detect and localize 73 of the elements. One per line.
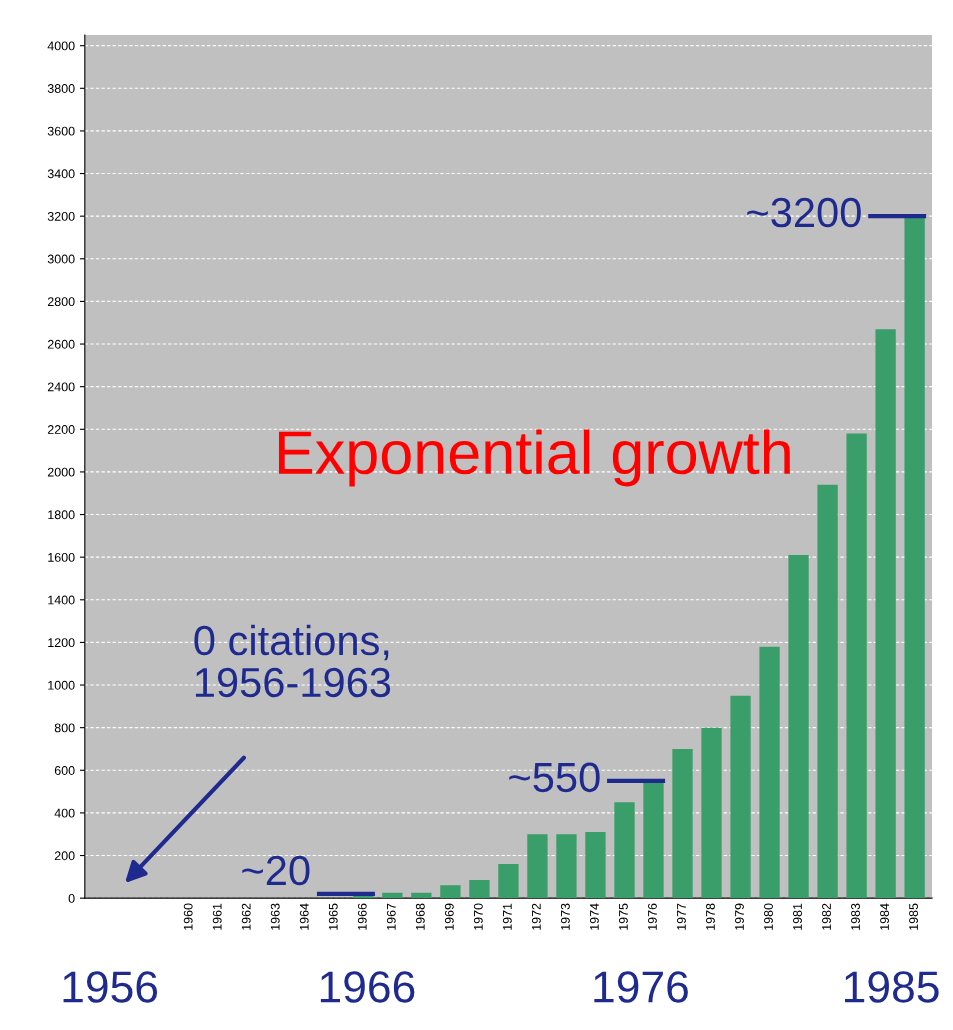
text: 1976 [594, 971, 688, 1003]
y-tick-label: 3200 [47, 211, 75, 221]
bar [440, 885, 461, 899]
x-tick-label: 1975 [618, 903, 628, 930]
x-tick-label: 1966 [357, 903, 367, 930]
y-tick-label: 0 [68, 893, 75, 903]
bar [759, 646, 780, 899]
bar [382, 892, 403, 899]
x-tick-label: 1961 [212, 903, 222, 930]
x-tick-label: 1977 [677, 903, 686, 930]
y-tick-label: 2400 [47, 382, 75, 392]
x-tick-label: 1981 [793, 903, 802, 930]
y-tick-label: 600 [54, 766, 75, 775]
bar [788, 555, 809, 899]
y-tick-label: 2000 [47, 467, 75, 477]
x-tick-label: 1978 [706, 903, 715, 930]
annotation: ~3200 [747, 197, 861, 228]
annotation: ~20 [242, 855, 310, 886]
y-tick-label: 3600 [47, 126, 75, 136]
x-tick-label: 1960 [183, 903, 193, 930]
x-tick-label: 1984 [880, 903, 889, 930]
bar [585, 832, 606, 899]
x-tick-label: 1982 [822, 903, 831, 930]
bar [846, 433, 867, 899]
annotation: ~550 [509, 762, 600, 793]
x-tick-label: 1963 [270, 903, 280, 930]
x-tick-label: 1962 [241, 903, 251, 930]
y-tick-label: 3800 [47, 84, 75, 93]
y-tick-label: 4000 [47, 41, 75, 51]
y-tick-label: 800 [54, 723, 75, 733]
annotation: 0 citations, 1956-1963 [194, 624, 391, 698]
y-tick-label: 1200 [48, 638, 75, 648]
text: 1966 [320, 971, 415, 1003]
bar [411, 892, 432, 899]
text: 1985 [845, 971, 939, 1003]
bar [817, 484, 838, 899]
x-tick-label: 1983 [851, 903, 860, 930]
x-tick-label: 1979 [735, 903, 744, 930]
y-tick-label: 200 [54, 851, 75, 861]
y-tick-label: 400 [54, 808, 75, 818]
bar [469, 880, 490, 899]
x-tick-label: 1976 [648, 903, 657, 930]
y-tick-label: 1600 [48, 552, 75, 562]
y-tick-label: 2800 [47, 297, 75, 307]
bar [498, 864, 519, 899]
y-tick-label: 1800 [48, 510, 75, 520]
y-tick-label: 2200 [47, 425, 75, 434]
x-tick-label: 1970 [473, 903, 483, 930]
x-tick-label: 1968 [415, 903, 425, 930]
text: 1956 [63, 971, 158, 1003]
x-tick-label: 1971 [502, 903, 512, 930]
x-tick-label: 1974 [589, 903, 599, 930]
bar [527, 834, 548, 899]
x-tick-label: 1980 [764, 903, 773, 930]
bar [556, 834, 577, 899]
annotation: Exponential growth [278, 429, 790, 487]
x-tick-label: 1969 [444, 903, 454, 930]
x-tick-label: 1967 [386, 903, 396, 930]
y-tick-label: 1400 [48, 595, 75, 605]
x-tick-label: 1973 [560, 903, 570, 930]
bar [614, 802, 635, 899]
x-tick-label: 1972 [531, 903, 541, 930]
y-tick-label: 2600 [47, 339, 75, 349]
bar [672, 748, 693, 899]
y-tick-label: 1000 [48, 680, 75, 690]
x-tick-label: 1965 [328, 903, 338, 930]
bar [730, 695, 751, 899]
bar [701, 727, 722, 899]
bar [875, 329, 896, 899]
x-tick-label: 1985 [909, 903, 918, 930]
y-tick-label: 3400 [47, 169, 75, 179]
y-tick-label: 3000 [47, 254, 75, 264]
x-tick-label: 1964 [299, 903, 309, 930]
